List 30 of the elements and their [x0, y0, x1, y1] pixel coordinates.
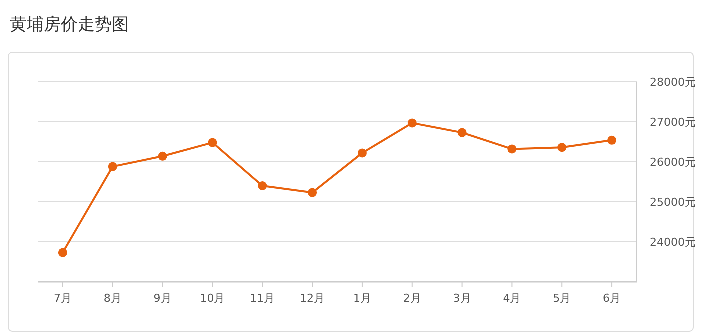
point: [108, 162, 118, 172]
y-tick-label: 25000元: [650, 196, 696, 209]
y-tick-label: 24000元: [650, 236, 696, 249]
x-tick-label: 6月: [603, 292, 622, 305]
y-tick-label: 28000元: [650, 76, 696, 89]
chart-title: 黄埔房价走势图: [10, 15, 129, 35]
point: [258, 182, 268, 190]
x-tick-label: 8月: [104, 292, 122, 305]
point: [308, 188, 318, 198]
x-tick-label: 5月: [553, 292, 572, 305]
point: [158, 152, 168, 161]
x-tick-label: 12月: [300, 292, 326, 305]
x-tick-label: 2月: [403, 292, 422, 305]
point: [508, 144, 517, 154]
point: [208, 138, 218, 148]
x-tick-label: 4月: [503, 292, 522, 305]
y-tick-label: 27000元: [650, 116, 696, 129]
point: [458, 128, 467, 138]
point: [358, 148, 367, 158]
point: [58, 248, 68, 258]
x-tick-label: 3月: [453, 292, 472, 305]
y-tick-label: 26000元: [650, 156, 696, 169]
x-tick-label: 7月: [54, 292, 72, 305]
x-tick-label: 10月: [200, 292, 226, 305]
x-tick-label: 11月: [250, 292, 276, 305]
point: [558, 143, 567, 152]
point: [408, 118, 417, 128]
x-tick-label: 9月: [154, 292, 172, 305]
x-tick-label: 1月: [353, 292, 372, 305]
point: [608, 136, 617, 145]
